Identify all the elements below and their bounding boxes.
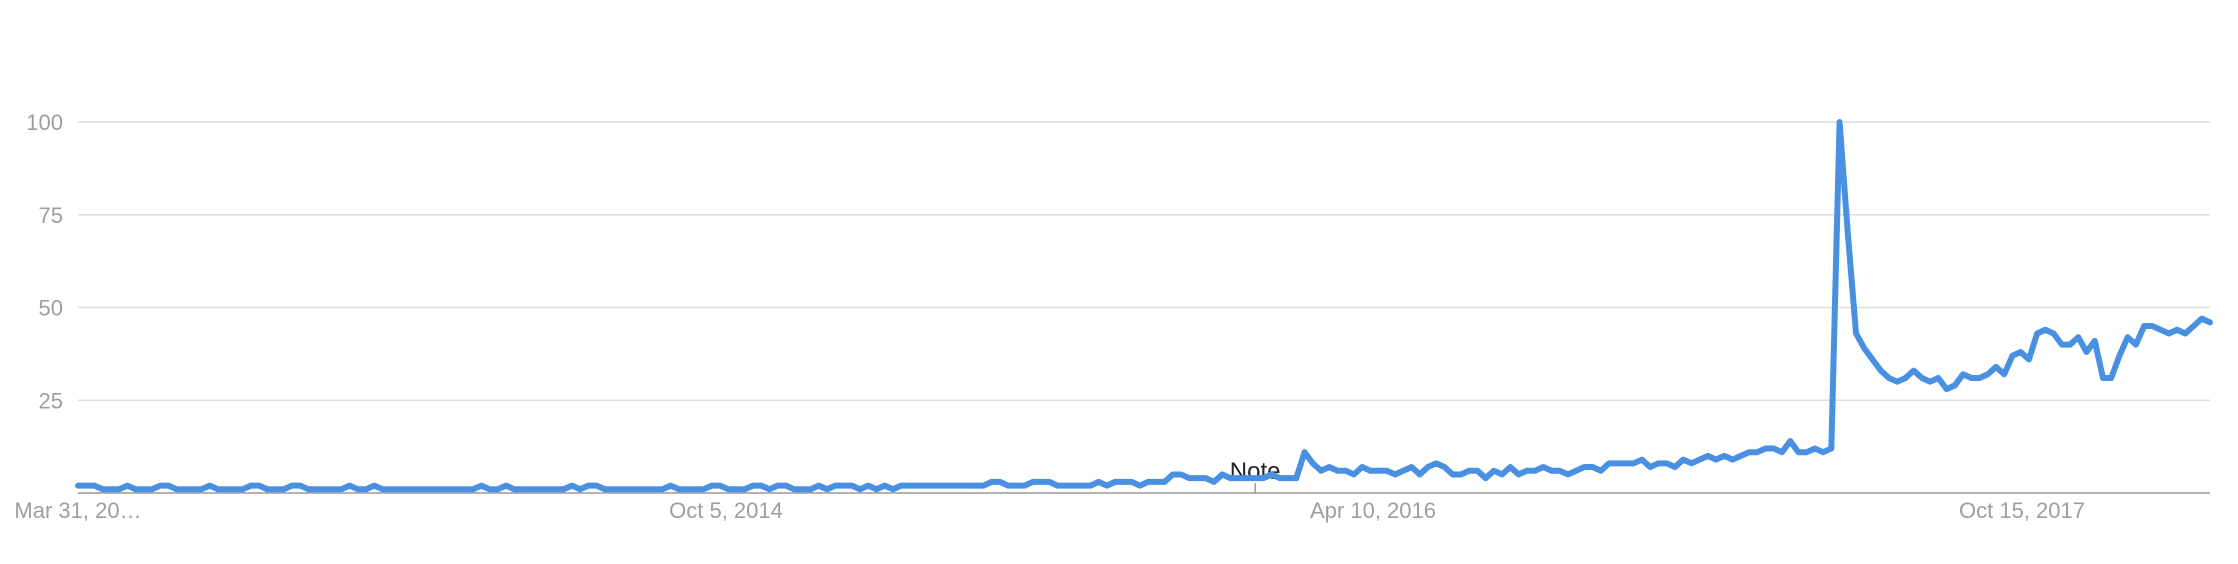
y-tick-labels: 25 50 75 100	[26, 110, 63, 413]
series-layer	[75, 119, 2213, 493]
y-tick-label: 50	[39, 296, 63, 321]
series-line	[75, 119, 2213, 493]
x-tick-label: Apr 10, 2016	[1310, 498, 1436, 523]
y-tick-label: 100	[26, 110, 63, 135]
x-tick-labels: Mar 31, 20… Oct 5, 2014 Apr 10, 2016 Oct 15…	[14, 498, 2085, 523]
y-tick-label: 75	[39, 203, 63, 228]
x-tick-label: Oct 15, 2017	[1959, 498, 2085, 523]
grid-lines	[78, 121, 2210, 401]
x-tick-label: Mar 31, 20…	[14, 498, 141, 523]
y-tick-label: 25	[39, 388, 63, 413]
x-tick-label: Oct 5, 2014	[669, 498, 783, 523]
